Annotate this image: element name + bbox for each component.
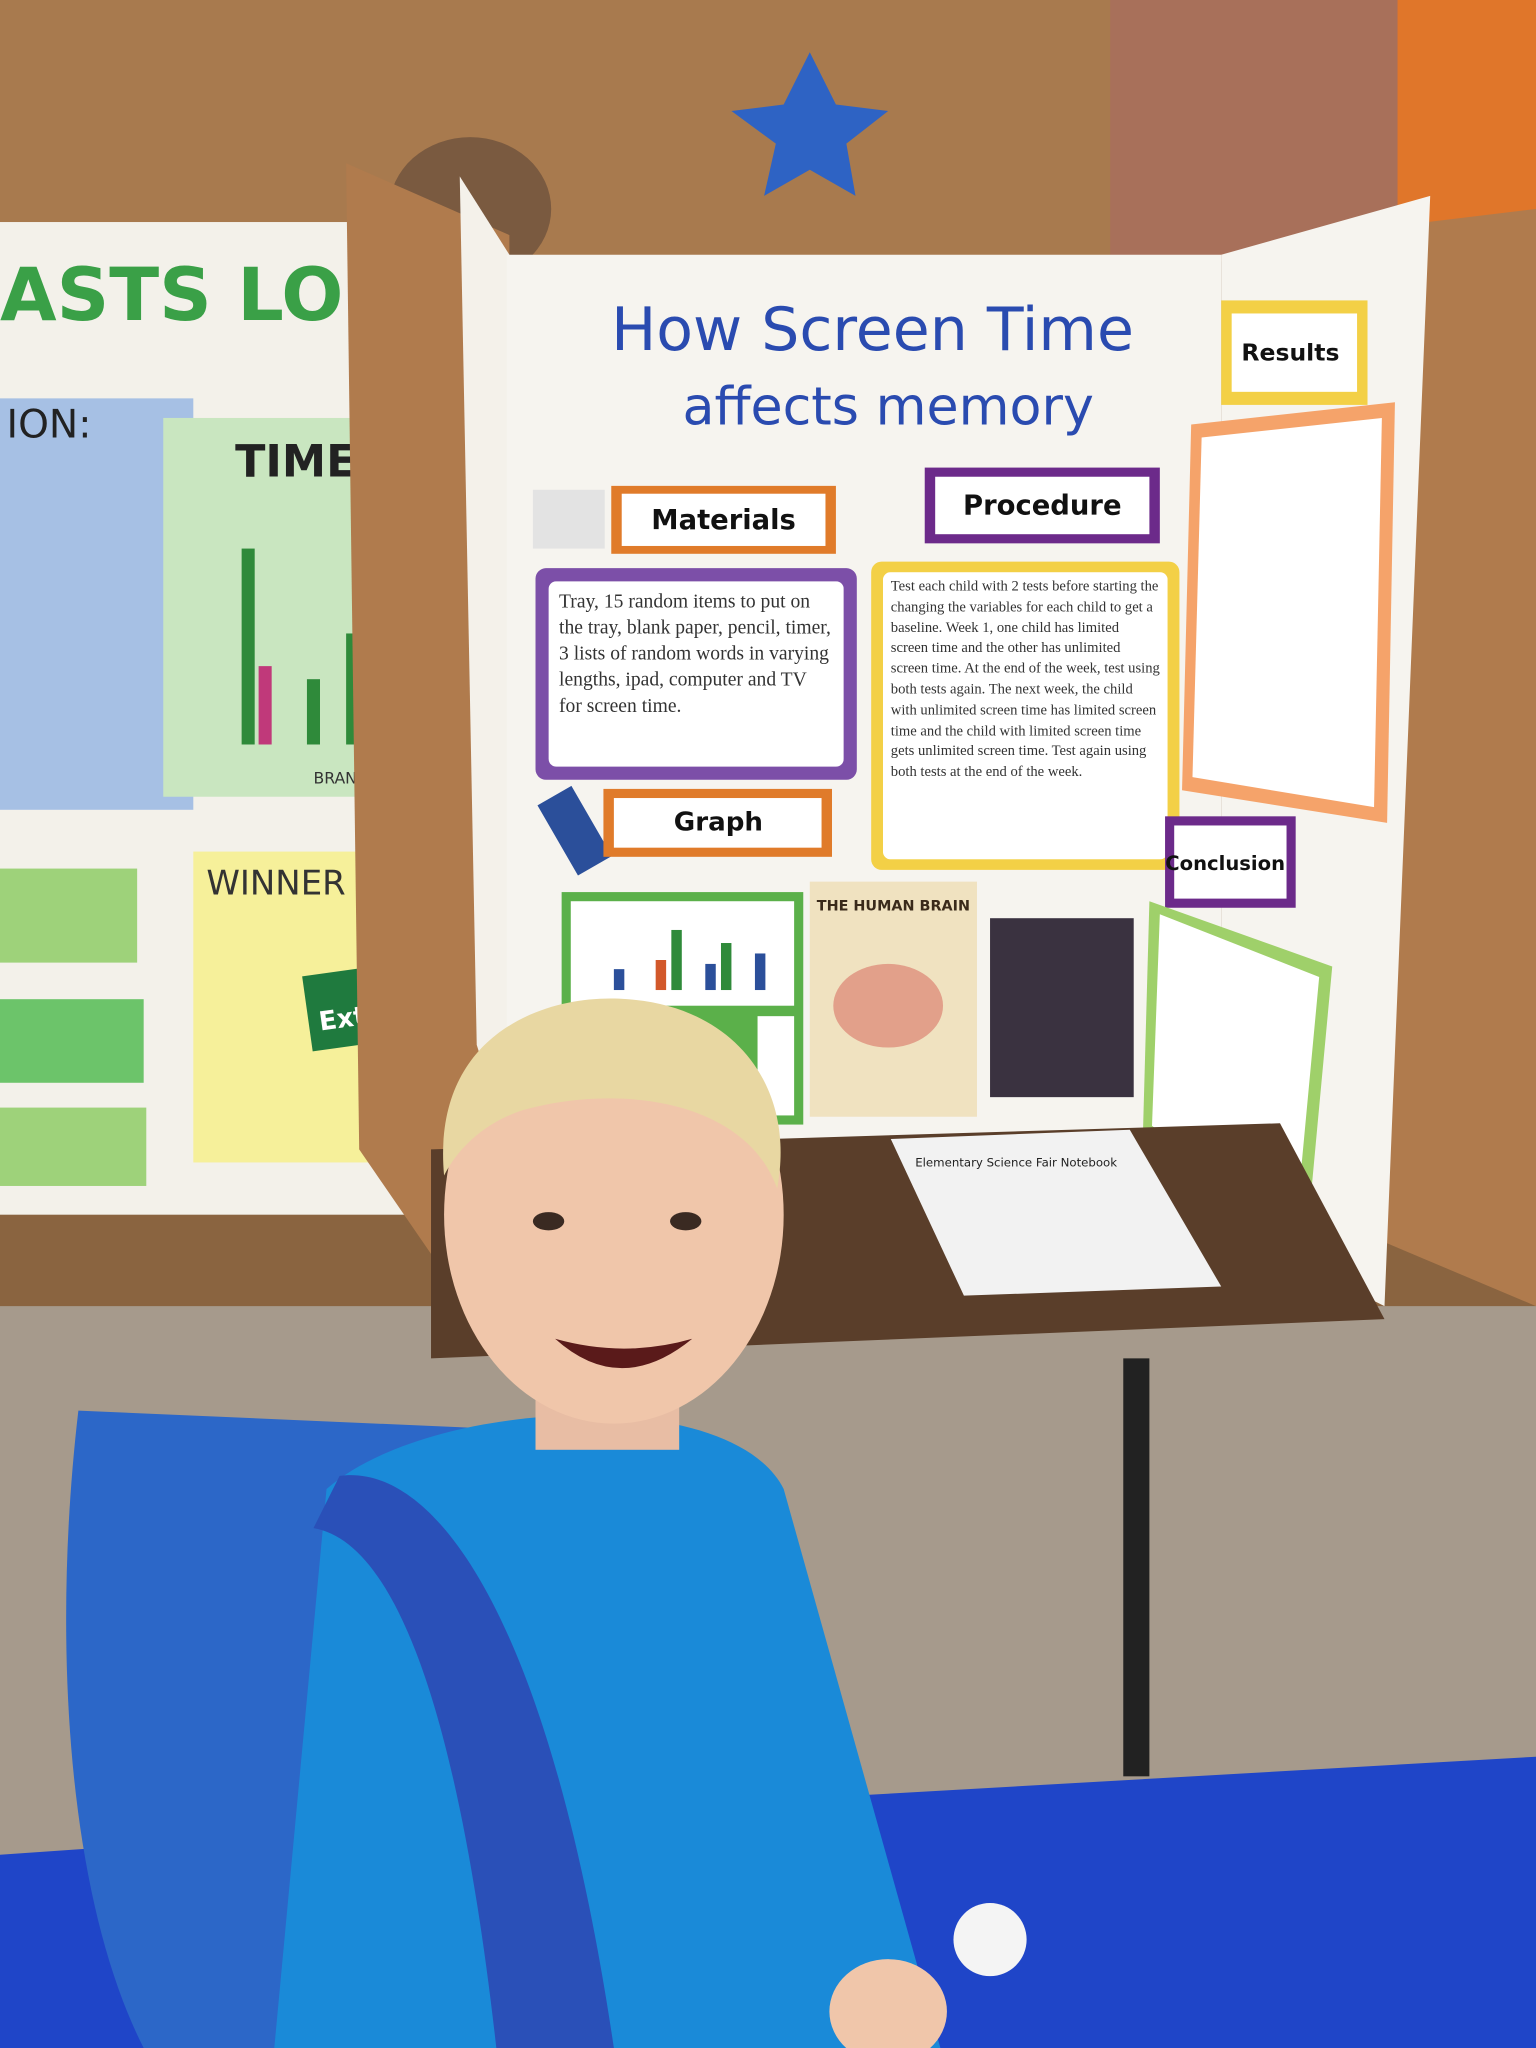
graph-label-bg [613,798,822,848]
wood-paneling [0,0,1124,262]
materials-text: Tray, 15 random items to put on the tray… [559,591,831,718]
notebook-title: Elementary Science Fair Notebook [915,1155,1117,1169]
bar [655,960,667,991]
materials-label-bg [621,493,826,546]
board-left-wing [459,176,510,1150]
conclusion-label: Conclusion [1165,852,1285,875]
materials-label: Materials [651,505,796,536]
table-leg [1123,1358,1150,1777]
conclusion-label-bg [1174,825,1287,899]
bar [241,548,255,745]
materials-panel: Tray, 15 random items to put on the tray… [548,581,844,767]
green-card [0,999,144,1083]
results-label-bg [1231,313,1358,392]
bar [613,969,625,991]
procedure-label: Procedure [963,491,1122,522]
smile [555,1338,693,1369]
eye [670,1212,702,1231]
board-title: How Screen Time [611,295,1134,365]
results-panel [1192,417,1382,808]
green-card [0,1107,147,1186]
brain-drawing [833,963,944,1048]
board-subtitle: affects memory [682,377,1093,437]
procedure-label-bg [935,476,1150,535]
procedure-text: Test each child with 2 tests before star… [890,578,1160,780]
brain-poster-title: THE HUMAN BRAIN [817,898,970,914]
blue-card [0,398,194,810]
hand [829,1959,947,2048]
procedure-panel: Test each child with 2 tests before star… [882,572,1168,860]
notebook [890,1129,1222,1296]
graph-bars [613,929,766,991]
test-tubes [532,489,605,549]
bar [258,666,272,745]
table-dot [953,1903,1027,1977]
chart-title: TIME [235,437,356,488]
graph-label: Graph [674,808,763,838]
eye [532,1212,565,1231]
bar [705,963,716,991]
bar [754,953,766,991]
green-card [0,868,138,963]
bar [306,679,320,745]
dark-picture [990,918,1134,1098]
left-board-title: ASTS LO [0,253,343,338]
star [731,52,889,196]
dropper [537,785,612,876]
card-heading: ION: [7,403,92,448]
winner-text: WINNER [206,864,345,904]
backpack-strap [313,1475,614,2048]
results-label: Results [1241,338,1339,366]
bar [720,943,732,991]
bar [671,929,682,991]
hair [443,998,781,1189]
